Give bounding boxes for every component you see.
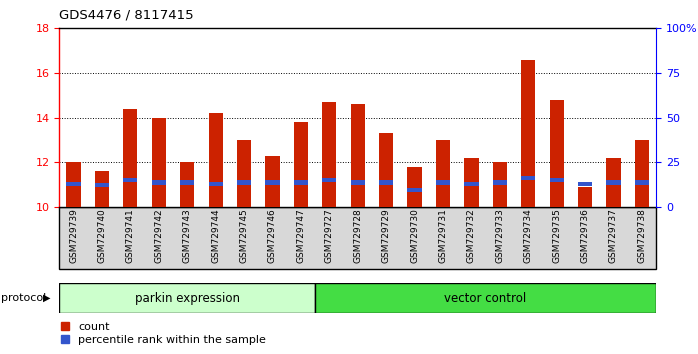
- Bar: [59, 283, 315, 313]
- Bar: [350, 181, 365, 184]
- Bar: [151, 181, 166, 184]
- Bar: [265, 181, 280, 184]
- Bar: [634, 181, 649, 184]
- Bar: [66, 162, 81, 207]
- Bar: [151, 118, 166, 207]
- Bar: [379, 181, 393, 184]
- Bar: [464, 158, 479, 207]
- Bar: [578, 182, 592, 185]
- Bar: [95, 183, 109, 187]
- Bar: [521, 176, 535, 180]
- Text: ▶: ▶: [43, 293, 50, 303]
- Bar: [607, 181, 621, 184]
- Bar: [436, 140, 450, 207]
- Bar: [549, 100, 564, 207]
- Text: parkin expression: parkin expression: [135, 292, 239, 305]
- Bar: [322, 178, 336, 182]
- Bar: [124, 178, 138, 182]
- Bar: [180, 162, 194, 207]
- Bar: [95, 171, 109, 207]
- Bar: [66, 182, 81, 185]
- Bar: [634, 140, 649, 207]
- Bar: [607, 158, 621, 207]
- Bar: [379, 133, 393, 207]
- Bar: [408, 167, 422, 207]
- Bar: [464, 182, 479, 185]
- Bar: [549, 178, 564, 182]
- Bar: [350, 104, 365, 207]
- Text: vector control: vector control: [445, 292, 527, 305]
- Bar: [209, 182, 223, 185]
- Bar: [237, 140, 251, 207]
- Legend: count, percentile rank within the sample: count, percentile rank within the sample: [61, 321, 266, 345]
- Bar: [294, 122, 308, 207]
- Bar: [578, 187, 592, 207]
- Bar: [294, 181, 308, 184]
- Bar: [209, 113, 223, 207]
- Bar: [124, 109, 138, 207]
- Bar: [436, 181, 450, 184]
- Bar: [322, 102, 336, 207]
- Bar: [493, 181, 507, 184]
- Bar: [237, 181, 251, 184]
- Bar: [521, 59, 535, 207]
- Text: protocol: protocol: [1, 293, 47, 303]
- Bar: [265, 156, 280, 207]
- Bar: [493, 162, 507, 207]
- Bar: [408, 188, 422, 192]
- Bar: [180, 181, 194, 184]
- Bar: [315, 283, 656, 313]
- Text: GDS4476 / 8117415: GDS4476 / 8117415: [59, 9, 194, 22]
